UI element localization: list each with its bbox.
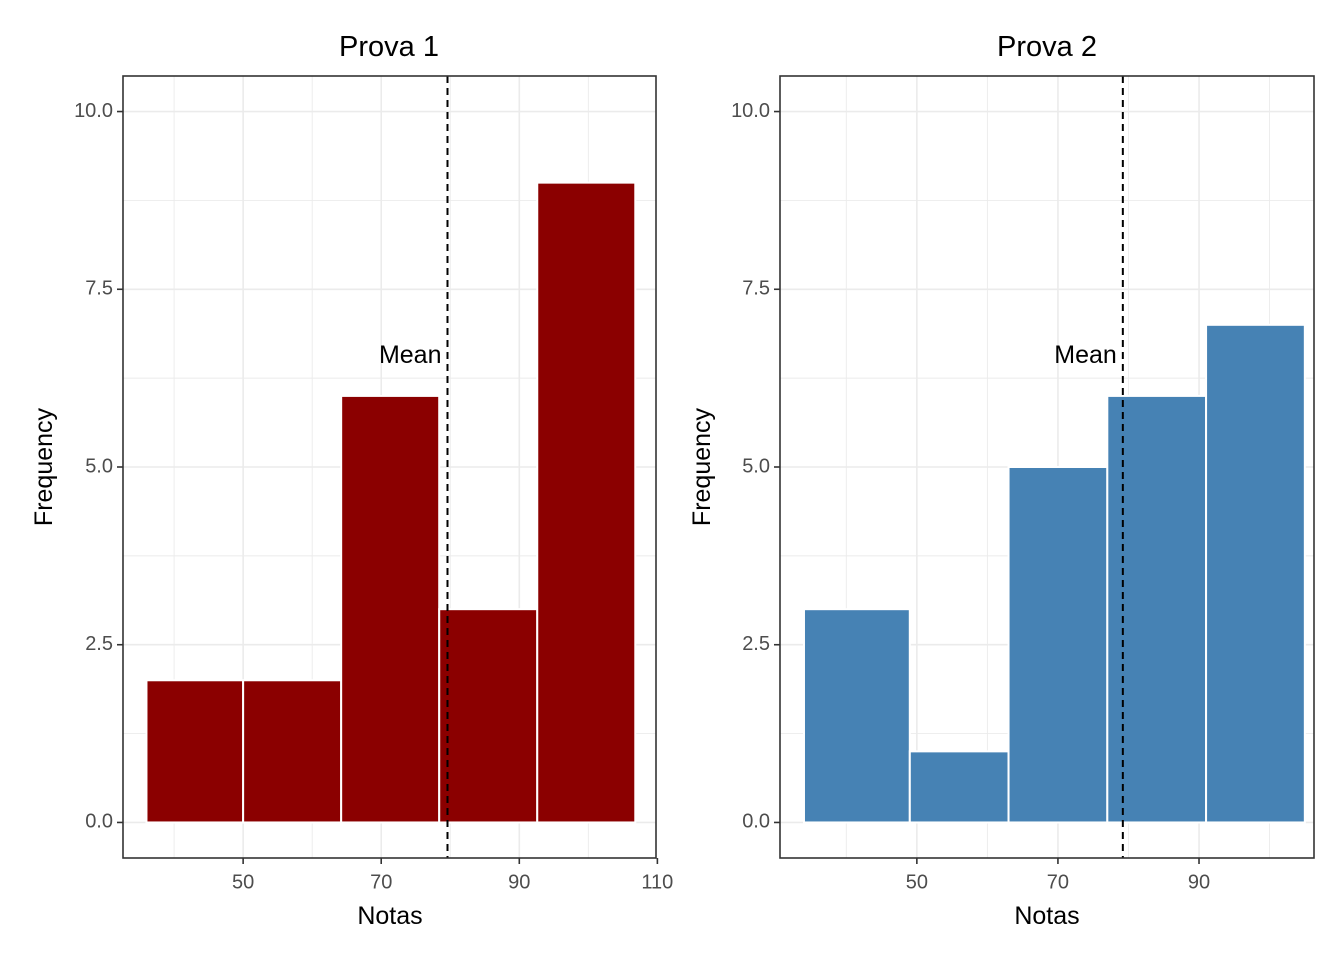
bar-bin-3 [1007,466,1109,824]
x-tick-label: 110 [641,871,673,893]
y-tick-label: 10.0 [74,100,113,122]
y-tick-label: 10.0 [731,100,770,122]
bar-bin-4 [438,608,539,824]
y-axis: 0.0 2.5 5.0 7.5 10.0 [74,100,123,833]
panel-1: Mean 0.0 2.5 5.0 7.5 10.0 50 70 90 110 Prova 1 Nota… [30,31,673,930]
bar-bin-5 [536,181,637,824]
x-tick-label: 50 [232,871,254,893]
chart-title: Prova 1 [339,31,439,63]
panel-2: Mean 0.0 2.5 5.0 7.5 10.0 50 70 90 Prova 2 Notas Fr… [688,31,1315,930]
x-axis: 50 70 90 110 [232,858,673,893]
bar-bin-2 [908,750,1010,824]
y-tick-label: 5.0 [742,455,770,477]
bar-bin-2 [242,679,343,824]
x-tick-label: 50 [906,871,928,893]
bar-bin-1 [802,608,911,824]
bars [145,181,637,824]
x-tick-label: 90 [508,871,530,893]
x-axis-title: Notas [1014,902,1079,930]
y-axis-title: Frequency [688,407,716,526]
y-tick-label: 2.5 [742,633,770,655]
mean-label: Mean [379,341,442,369]
y-tick-label: 0.0 [742,811,770,833]
y-tick-label: 0.0 [85,811,113,833]
bar-bin-3 [340,394,441,824]
x-tick-label: 70 [370,871,392,893]
bar-bin-5 [1205,323,1306,824]
y-tick-label: 2.5 [85,633,113,655]
x-axis: 50 70 90 [906,858,1210,893]
bars [802,323,1306,824]
x-axis-title: Notas [357,902,422,930]
x-tick-label: 90 [1188,871,1210,893]
bar-bin-1 [145,679,245,824]
y-tick-label: 5.0 [85,455,113,477]
x-tick-label: 70 [1047,871,1069,893]
y-axis-title: Frequency [30,407,58,526]
y-tick-label: 7.5 [742,278,770,300]
y-axis: 0.0 2.5 5.0 7.5 10.0 [731,100,780,833]
mean-label: Mean [1054,341,1117,369]
chart-title: Prova 2 [997,31,1097,63]
y-tick-label: 7.5 [85,278,113,300]
